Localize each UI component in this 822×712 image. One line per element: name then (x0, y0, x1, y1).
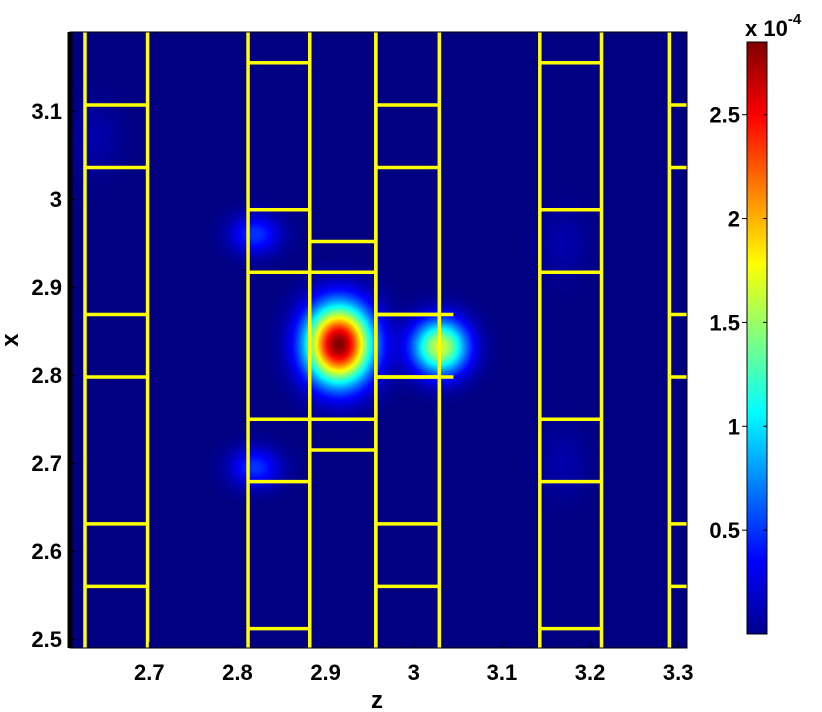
x-tick-label: 3.1 (487, 660, 518, 685)
colorbar-tick-label: 2.5 (709, 103, 740, 128)
colorbar: 0.5 1 1.5 2 2.5 x 10-4 (709, 11, 802, 635)
x-axis-label: z (371, 687, 383, 712)
y-tick-label: 2.9 (31, 275, 62, 300)
colorbar-tick-label: 1 (728, 414, 740, 439)
colorbar-tick-label: 2 (728, 207, 740, 232)
x-tick-label: 3.2 (575, 660, 606, 685)
heatmap-image (70, 32, 687, 648)
x-axis-ticks: 2.7 2.8 2.9 3 3.1 3.2 3.3 (134, 642, 693, 685)
colorbar-exponent-label: x 10-4 (745, 11, 802, 41)
colorbar-tick-label: 0.5 (709, 518, 740, 543)
colorbar-gradient (746, 41, 768, 635)
y-tick-label: 2.7 (31, 451, 62, 476)
x-tick-label: 3.3 (663, 660, 694, 685)
y-tick-label: 3.1 (31, 99, 62, 124)
plot-area (67, 31, 688, 649)
y-tick-label: 3 (50, 187, 62, 212)
colorbar-ticks: 0.5 1 1.5 2 2.5 (709, 103, 767, 543)
y-tick-label: 2.6 (31, 539, 62, 564)
y-tick-label: 2.5 (31, 627, 62, 652)
x-tick-label: 2.9 (310, 660, 341, 685)
x-tick-label: 2.8 (222, 660, 253, 685)
colorbar-tick-label: 1.5 (709, 310, 740, 335)
x-tick-label: 2.7 (134, 660, 165, 685)
x-tick-label: 3 (408, 660, 420, 685)
y-axis-label: x (0, 333, 24, 347)
heatmap-image-holder (70, 32, 687, 648)
waveguide-structure (83, 32, 687, 648)
y-axis-ticks: 2.5 2.6 2.7 2.8 2.9 3 3.1 (31, 99, 76, 652)
y-tick-label: 2.8 (31, 363, 62, 388)
